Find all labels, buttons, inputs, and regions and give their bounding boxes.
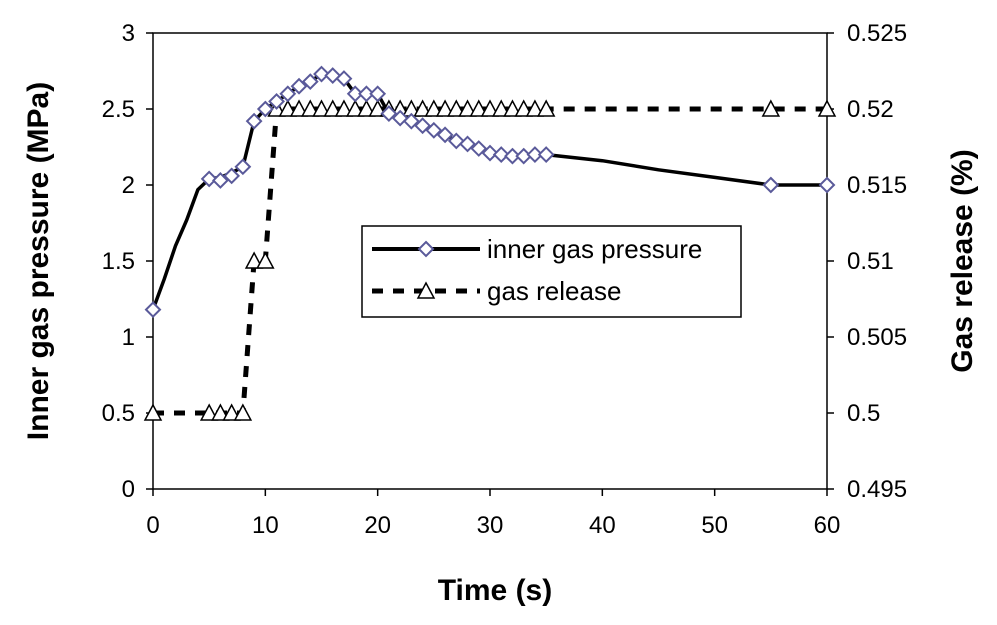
y2-tick-label: 0.5 xyxy=(847,400,880,427)
y2-tick-label: 0.495 xyxy=(847,476,907,503)
pressure-point xyxy=(144,301,162,319)
pressure-point xyxy=(279,85,297,103)
gas-release-point xyxy=(143,403,163,421)
x-tick-label: 60 xyxy=(814,512,841,539)
gas-release-point xyxy=(424,99,444,117)
legend-label-pressure: inner gas pressure xyxy=(487,234,702,264)
pressure-point xyxy=(380,105,398,122)
pressure-point xyxy=(762,176,780,194)
gas-release-point xyxy=(334,99,354,117)
gas-release-point xyxy=(222,403,241,421)
y2-tick-label: 0.51 xyxy=(847,248,894,275)
pressure-point xyxy=(234,158,252,176)
pressure-point xyxy=(313,65,330,83)
gas-release-point xyxy=(435,99,455,117)
pressure-point xyxy=(492,146,510,164)
y2-axis-title: Gas release (%) xyxy=(946,149,979,372)
gas-release-point xyxy=(199,403,219,421)
legend-marker-pressure xyxy=(417,240,435,258)
pressure-point xyxy=(818,176,836,194)
pressure-point xyxy=(526,146,544,164)
gas-release-point xyxy=(256,251,275,269)
gas-release-point xyxy=(817,99,837,117)
x-tick-label: 40 xyxy=(589,512,616,539)
x-tick-label: 10 xyxy=(252,512,279,539)
x-axis-title: Time (s) xyxy=(438,574,552,607)
y-tick-label: 3 xyxy=(122,20,135,47)
pressure-point xyxy=(470,140,488,157)
gas-release-point xyxy=(503,99,522,117)
series-layer xyxy=(143,65,837,421)
y-tick-label: 1.5 xyxy=(102,248,135,275)
gas-release-point xyxy=(514,99,533,117)
pressure-point xyxy=(268,92,285,110)
y-axis-title: Inner gas pressure (MPa) xyxy=(22,82,55,440)
pressure-point xyxy=(436,126,454,144)
y-tick-label: 0 xyxy=(122,476,135,503)
legend-marker-release xyxy=(416,281,436,299)
pressure-point xyxy=(537,146,555,164)
pressure-point xyxy=(358,85,375,103)
pressure-point xyxy=(335,70,353,88)
gas-release-point xyxy=(368,99,387,117)
pressure-point xyxy=(425,121,443,139)
y2-tick-label: 0.52 xyxy=(847,96,894,123)
gas-release-point xyxy=(447,99,466,117)
pressure-point xyxy=(256,100,274,118)
y-tick-label: 2 xyxy=(122,172,135,199)
gas-release-point xyxy=(211,403,230,421)
series-line-gas-release xyxy=(153,106,827,416)
x-axis-ticks: 0 10 20 30 40 50 60 xyxy=(146,489,840,539)
pressure-point xyxy=(200,170,218,188)
pressure-point xyxy=(481,144,499,162)
pressure-point xyxy=(290,77,308,95)
y-tick-label: 1 xyxy=(122,324,135,351)
gas-release-point xyxy=(458,99,477,117)
gas-release-point xyxy=(289,99,309,117)
gas-release-point xyxy=(357,99,376,117)
y2-tick-label: 0.525 xyxy=(847,20,907,47)
gas-release-point xyxy=(525,99,545,117)
legend-label-release: gas release xyxy=(487,276,621,306)
gas-release-point xyxy=(244,251,264,269)
pressure-point xyxy=(223,167,241,185)
x-tick-label: 0 xyxy=(146,512,159,539)
gas-release-point xyxy=(278,99,298,117)
gas-release-point xyxy=(469,99,489,117)
y2-tick-label: 0.515 xyxy=(847,172,907,199)
pressure-point xyxy=(459,135,476,153)
gas-release-point xyxy=(301,99,320,117)
pressure-point xyxy=(402,112,420,130)
pressure-point xyxy=(504,147,521,165)
pressure-point xyxy=(245,112,263,130)
pressure-point xyxy=(369,85,387,103)
y2-axis-ticks: 0.495 0.5 0.505 0.51 0.515 0.52 0.525 xyxy=(827,20,907,503)
pressure-point xyxy=(301,73,319,91)
x-tick-label: 50 xyxy=(701,512,728,539)
gas-release-point xyxy=(233,403,253,421)
y-tick-label: 2.5 xyxy=(102,96,135,123)
legend: inner gas pressure gas release xyxy=(361,225,742,318)
gas-release-point xyxy=(413,99,432,117)
pressure-point xyxy=(346,85,364,103)
gas-release-point xyxy=(345,99,365,117)
y-axis-ticks: 0 0.5 1 1.5 2 2.5 3 xyxy=(102,20,153,503)
y2-tick-label: 0.505 xyxy=(847,324,907,351)
gas-release-point xyxy=(312,99,331,117)
legend-box xyxy=(361,225,742,318)
gas-release-point xyxy=(536,99,556,117)
pressure-point xyxy=(211,172,229,189)
gas-release-point xyxy=(323,99,342,117)
gas-release-point xyxy=(761,99,781,117)
x-tick-label: 30 xyxy=(477,512,504,539)
y-tick-label: 0.5 xyxy=(102,400,135,427)
gas-release-point xyxy=(480,99,500,117)
pressure-point xyxy=(414,117,432,135)
gas-release-point xyxy=(491,99,511,117)
x-tick-label: 20 xyxy=(364,512,391,539)
